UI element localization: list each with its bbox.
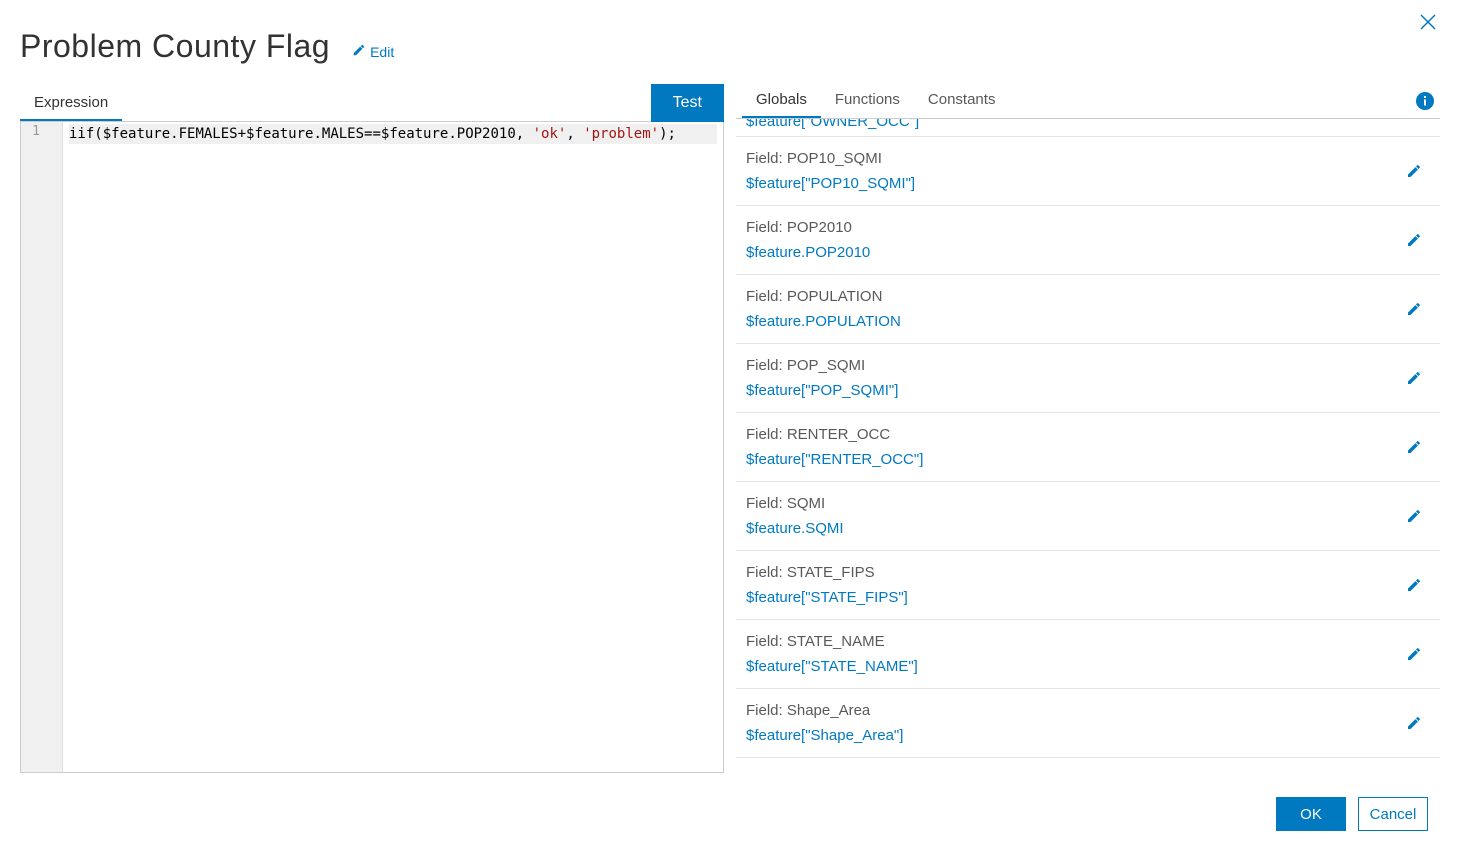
main-area: Expression Test 1 iif($feature.FEMALES+$… [0, 83, 1460, 773]
code-token: 'ok' [533, 126, 567, 142]
field-label: Field: SQMI [746, 495, 1406, 512]
field-reference: $feature["RENTER_OCC"] [746, 451, 1406, 468]
list-item[interactable]: Field: POPULATION $feature.POPULATION [736, 275, 1440, 344]
list-item-text: Field: Shape_Area $feature["Shape_Area"] [746, 702, 1406, 744]
close-button[interactable] [1418, 14, 1438, 34]
cancel-button[interactable]: Cancel [1358, 797, 1428, 831]
code-token: $feature.POP2010 [381, 126, 516, 142]
pencil-icon [1406, 580, 1422, 597]
list-item-text: Field: STATE_FIPS $feature["STATE_FIPS"] [746, 564, 1406, 606]
edit-field-button[interactable] [1406, 577, 1422, 593]
pencil-icon [1406, 718, 1422, 735]
code-token: + [238, 126, 246, 142]
field-label: Field: POP10_SQMI [746, 150, 1406, 167]
list-item[interactable]: Field: STATE_FIPS $feature["STATE_FIPS"] [736, 551, 1440, 620]
edit-field-button[interactable] [1406, 715, 1422, 731]
list-item[interactable]: $feature["OWNER_OCC"] [736, 119, 1440, 137]
list-item-text: Field: RENTER_OCC $feature["RENTER_OCC"] [746, 426, 1406, 468]
arcade-editor-dialog: Problem County Flag Edit Expression Test… [0, 0, 1460, 851]
code-token: ); [659, 126, 676, 142]
tab-expression[interactable]: Expression [20, 86, 122, 121]
test-button[interactable]: Test [651, 84, 724, 122]
close-icon [1419, 13, 1437, 35]
code-token: $feature.FEMALES [103, 126, 238, 142]
pencil-icon [1406, 166, 1422, 183]
list-item[interactable]: Field: Shape_Area $feature["Shape_Area"] [736, 689, 1440, 758]
pencil-icon [1406, 235, 1422, 252]
code-token: , [516, 126, 533, 142]
dialog-header: Problem County Flag Edit [0, 0, 1460, 83]
field-label: Field: POP_SQMI [746, 357, 1406, 374]
field-reference: $feature.SQMI [746, 520, 1406, 537]
edit-field-button[interactable] [1406, 646, 1422, 662]
field-reference: $feature["Shape_Area"] [746, 727, 1406, 744]
code-token: 'problem' [583, 126, 659, 142]
field-reference: $feature["OWNER_OCC"] [746, 119, 919, 130]
edit-title-button[interactable]: Edit [352, 43, 394, 60]
right-tabstrip: Globals Functions Constants [736, 83, 1440, 119]
tab-globals[interactable]: Globals [742, 83, 821, 118]
gutter-line-number: 1 [21, 124, 40, 139]
tab-functions[interactable]: Functions [821, 83, 914, 118]
edit-field-button[interactable] [1406, 439, 1422, 455]
globals-list[interactable]: $feature["OWNER_OCC"] Field: POP10_SQMI $… [736, 119, 1440, 773]
field-label: Field: POP2010 [746, 219, 1406, 236]
field-reference: $feature["STATE_NAME"] [746, 658, 1406, 675]
field-label: Field: STATE_NAME [746, 633, 1406, 650]
pencil-icon [1406, 442, 1422, 459]
field-reference: $feature["STATE_FIPS"] [746, 589, 1406, 606]
list-item[interactable]: Field: RENTER_OCC $feature["RENTER_OCC"] [736, 413, 1440, 482]
pencil-icon [1406, 304, 1422, 321]
edit-field-button[interactable] [1406, 370, 1422, 386]
editor-gutter: 1 [21, 122, 63, 772]
edit-field-button[interactable] [1406, 508, 1422, 524]
info-icon [1416, 97, 1434, 114]
code-token: iif [69, 126, 94, 142]
code-token: ( [94, 126, 102, 142]
page-title: Problem County Flag [20, 28, 330, 65]
list-item[interactable]: Field: SQMI $feature.SQMI [736, 482, 1440, 551]
field-reference: $feature.POP2010 [746, 244, 1406, 261]
code-textarea[interactable]: iif($feature.FEMALES+$feature.MALES==$fe… [63, 122, 723, 772]
tab-constants[interactable]: Constants [914, 83, 1010, 118]
list-item-text: Field: POP10_SQMI $feature["POP10_SQMI"] [746, 150, 1406, 192]
edit-field-button[interactable] [1406, 163, 1422, 179]
left-tabstrip: Expression Test [20, 83, 724, 122]
dialog-footer: OK Cancel [0, 773, 1460, 851]
list-item-text: Field: POP2010 $feature.POP2010 [746, 219, 1406, 261]
field-reference: $feature.POPULATION [746, 313, 1406, 330]
list-item-text: Field: POP_SQMI $feature["POP_SQMI"] [746, 357, 1406, 399]
pencil-icon [1406, 511, 1422, 528]
ok-button[interactable]: OK [1276, 797, 1346, 831]
field-label: Field: Shape_Area [746, 702, 1406, 719]
pencil-icon [1406, 649, 1422, 666]
code-token: == [364, 126, 381, 142]
list-item[interactable]: Field: POP_SQMI $feature["POP_SQMI"] [736, 344, 1440, 413]
field-label: Field: RENTER_OCC [746, 426, 1406, 443]
list-item[interactable]: Field: STATE_NAME $feature["STATE_NAME"] [736, 620, 1440, 689]
list-item[interactable]: Field: POP2010 $feature.POP2010 [736, 206, 1440, 275]
field-label: Field: STATE_FIPS [746, 564, 1406, 581]
list-item[interactable]: Field: POP10_SQMI $feature["POP10_SQMI"] [736, 137, 1440, 206]
list-item-text: Field: POPULATION $feature.POPULATION [746, 288, 1406, 330]
info-button[interactable] [1416, 92, 1434, 110]
expression-panel: Expression Test 1 iif($feature.FEMALES+$… [20, 83, 724, 773]
edit-label: Edit [370, 44, 394, 60]
profile-panel: Globals Functions Constants $feature["OW… [736, 83, 1440, 773]
code-token: $feature.MALES [246, 126, 364, 142]
field-label: Field: POPULATION [746, 288, 1406, 305]
list-item-text: Field: STATE_NAME $feature["STATE_NAME"] [746, 633, 1406, 675]
pencil-icon [352, 43, 366, 60]
list-item-text: Field: SQMI $feature.SQMI [746, 495, 1406, 537]
pencil-icon [1406, 373, 1422, 390]
edit-field-button[interactable] [1406, 301, 1422, 317]
field-reference: $feature["POP10_SQMI"] [746, 175, 1406, 192]
edit-field-button[interactable] [1406, 232, 1422, 248]
field-reference: $feature["POP_SQMI"] [746, 382, 1406, 399]
code-editor[interactable]: 1 iif($feature.FEMALES+$feature.MALES==$… [20, 122, 724, 773]
code-token: , [566, 126, 583, 142]
